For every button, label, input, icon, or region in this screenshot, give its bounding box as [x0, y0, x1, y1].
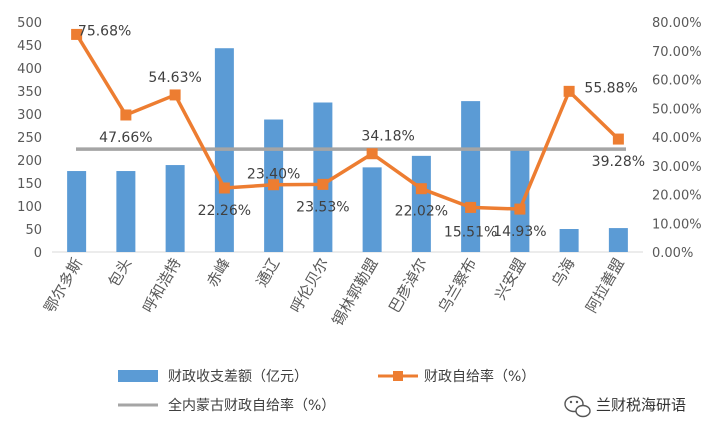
line-marker	[465, 201, 477, 213]
line-path	[75, 33, 620, 211]
left-tick-label: 400	[17, 62, 42, 77]
bar	[411, 155, 431, 252]
line-marker	[120, 109, 132, 121]
left-tick-label: 0	[34, 246, 42, 261]
category-label: 赤峰	[203, 255, 234, 290]
line-data-labels: 75.68% 47.66% 54.63% 22.26% 23.40% 23.53% 34.1…	[78, 23, 645, 240]
line-data-label: 39.28%	[592, 154, 645, 170]
bar-series	[67, 48, 628, 253]
category-label: 呼伦贝尔	[287, 255, 333, 316]
category-label: 兴安盟	[491, 255, 529, 303]
category-label: 阿拉善盟	[582, 255, 628, 316]
line-marker	[612, 133, 624, 145]
watermark-text: 兰财税海研语	[596, 396, 686, 414]
line-marker	[514, 203, 526, 215]
category-label: 包头	[105, 255, 136, 290]
line-data-label: 34.18%	[361, 129, 414, 145]
bar	[116, 171, 136, 252]
category-label: 鄂尔多斯	[40, 255, 86, 316]
right-axis-ticks: 0.00% 10.00% 20.00% 30.00% 40.00% 50.00% 60.00…	[652, 16, 702, 261]
left-axis-ticks: 0 50 100 150 200 250 300 350 400 450 500	[17, 16, 42, 261]
right-tick-label: 10.00%	[652, 217, 702, 232]
line-data-label: 75.68%	[78, 23, 131, 39]
line-data-label: 54.63%	[148, 70, 201, 86]
category-label: 乌兰察布	[434, 255, 480, 316]
line-marker	[317, 178, 329, 190]
category-label: 乌海	[548, 255, 579, 290]
line-data-label: 22.02%	[395, 204, 448, 220]
line-data-label: 15.51%	[444, 224, 497, 240]
left-tick-label: 150	[17, 177, 42, 192]
line-data-label: 22.26%	[198, 203, 251, 219]
left-tick-label: 500	[17, 16, 42, 31]
left-tick-label: 50	[25, 223, 42, 238]
bar	[510, 150, 530, 252]
left-tick-label: 350	[17, 85, 42, 100]
bar	[313, 102, 333, 252]
right-tick-label: 40.00%	[652, 131, 702, 146]
right-tick-label: 50.00%	[652, 102, 702, 117]
left-tick-label: 200	[17, 154, 42, 169]
line-series	[71, 28, 624, 215]
line-marker	[169, 89, 181, 101]
bar	[362, 167, 382, 252]
line-marker	[268, 179, 280, 191]
legend-line-label: 财政自给率（%）	[424, 368, 535, 385]
line-marker	[415, 183, 427, 195]
wechat-icon	[564, 395, 591, 418]
line-data-label: 55.88%	[584, 80, 637, 96]
bar	[67, 171, 87, 252]
right-tick-label: 30.00%	[652, 160, 702, 175]
line-marker	[218, 182, 230, 194]
legend-bar-swatch	[118, 370, 158, 382]
legend-line-marker	[393, 371, 403, 381]
category-label: 锡林郭勒盟	[328, 255, 381, 329]
left-tick-label: 300	[17, 108, 42, 123]
left-tick-label: 250	[17, 131, 42, 146]
category-label: 呼和浩特	[139, 255, 185, 316]
right-tick-label: 80.00%	[652, 16, 702, 31]
right-tick-label: 60.00%	[652, 74, 702, 89]
legend-bar-label: 财政收支差额（亿元）	[168, 369, 308, 385]
line-data-label: 23.53%	[296, 199, 349, 215]
watermark: 兰财税海研语	[564, 395, 686, 418]
line-data-label: 47.66%	[99, 130, 152, 146]
category-label: 通辽	[252, 255, 283, 290]
line-data-label: 14.93%	[493, 224, 546, 240]
line-marker	[563, 85, 575, 97]
line-marker	[71, 28, 83, 40]
bar	[559, 229, 579, 252]
right-tick-label: 70.00%	[652, 45, 702, 60]
right-tick-label: 0.00%	[652, 246, 693, 261]
right-tick-label: 20.00%	[652, 189, 702, 204]
left-tick-label: 100	[17, 200, 42, 215]
line-marker	[366, 148, 378, 160]
legend-refline-label: 全内蒙古财政自给率（%）	[168, 397, 335, 414]
legend: 财政收支差额（亿元） 财政自给率（%） 全内蒙古财政自给率（%）	[118, 368, 535, 414]
category-label: 巴彦淖尔	[385, 255, 431, 316]
left-tick-label: 450	[17, 39, 42, 54]
bar	[608, 228, 628, 252]
bar	[461, 101, 481, 253]
bar	[165, 165, 185, 252]
line-data-label: 23.40%	[247, 167, 300, 183]
